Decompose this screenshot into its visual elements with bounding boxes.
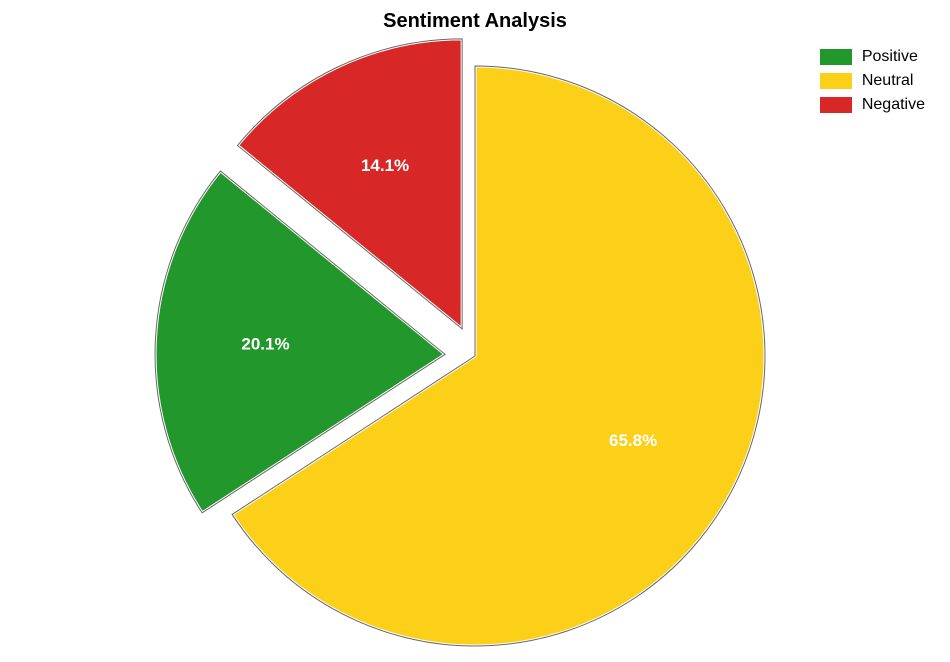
- pie-slice-label-positive: 20.1%: [241, 334, 289, 353]
- legend-item-positive: Positive: [820, 48, 925, 66]
- legend-swatch: [820, 97, 852, 113]
- legend-swatch: [820, 49, 852, 65]
- legend-item-negative: Negative: [820, 96, 925, 114]
- chart-container: Sentiment Analysis 65.8%20.1%14.1% Posit…: [0, 0, 950, 662]
- legend-swatch: [820, 73, 852, 89]
- legend-item-neutral: Neutral: [820, 72, 925, 90]
- legend-label: Neutral: [862, 72, 914, 90]
- legend-label: Negative: [862, 96, 925, 114]
- legend-label: Positive: [862, 48, 918, 66]
- pie-slice-label-negative: 14.1%: [361, 156, 409, 175]
- pie-slice-label-neutral: 65.8%: [609, 431, 657, 450]
- pie-chart: 65.8% 20.1% 14.1%: [0, 0, 950, 662]
- legend: Positive Neutral Negative: [820, 48, 925, 120]
